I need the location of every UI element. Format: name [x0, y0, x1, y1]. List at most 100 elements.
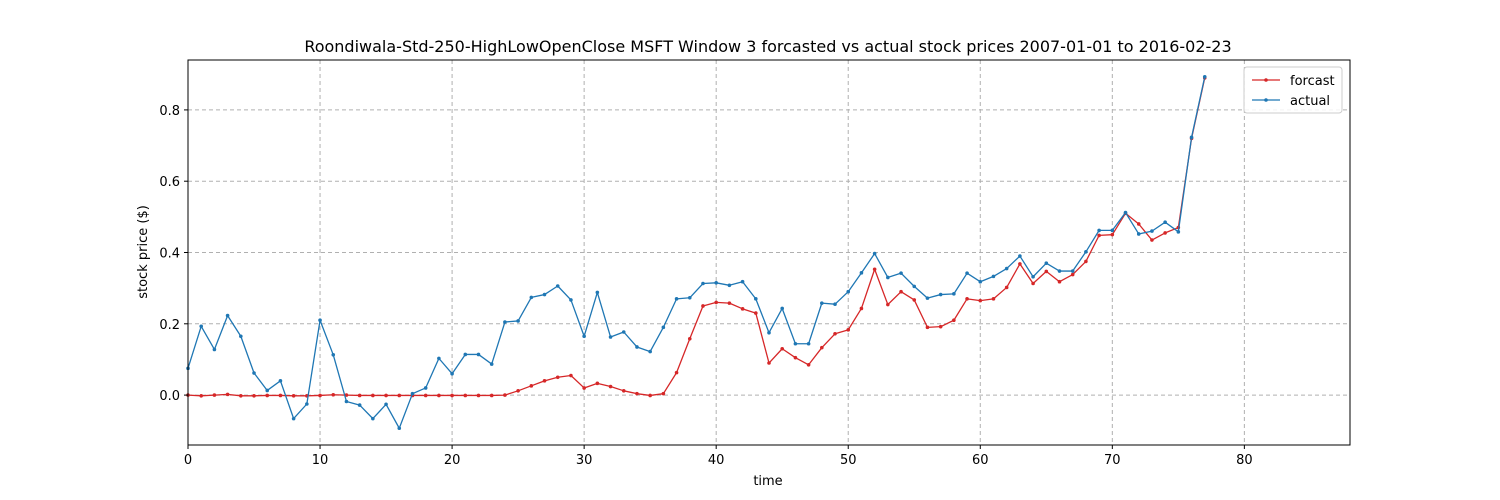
- data-point: [701, 304, 705, 308]
- data-point: [938, 292, 943, 297]
- data-point: [714, 281, 718, 285]
- data-point: [1084, 249, 1088, 254]
- data-point: [503, 393, 507, 397]
- data-point: [793, 355, 798, 360]
- data-point: [621, 389, 626, 393]
- data-point: [1097, 228, 1101, 233]
- data-point: [820, 345, 824, 350]
- data-point: [291, 394, 296, 398]
- data-point: [727, 283, 732, 288]
- data-point: [1110, 228, 1115, 233]
- data-point: [318, 393, 322, 398]
- data-point: [582, 386, 586, 390]
- data-point: [1150, 229, 1154, 233]
- series-forcast: [186, 76, 1207, 398]
- legend-marker: [1264, 78, 1268, 82]
- legend-box: [1243, 66, 1343, 114]
- data-point: [239, 334, 243, 339]
- data-point: [239, 394, 243, 398]
- data-point: [833, 331, 837, 336]
- x-tick-label: 20: [444, 453, 461, 468]
- x-axis-label: time: [753, 474, 782, 489]
- data-point: [767, 361, 771, 365]
- data-point: [1202, 74, 1207, 79]
- data-point: [1163, 231, 1167, 235]
- legend: forcast actual: [1243, 66, 1343, 114]
- data-point: [397, 393, 402, 398]
- data-point: [1018, 254, 1022, 258]
- data-point: [846, 328, 851, 332]
- y-tick-label: 0.0: [159, 389, 180, 404]
- data-point: [806, 362, 811, 367]
- legend-item: actual: [1252, 94, 1330, 109]
- x-tick-label: 40: [708, 453, 725, 468]
- data-point: [1097, 233, 1101, 238]
- x-tick-label: 0: [184, 453, 192, 468]
- data-point: [714, 300, 718, 305]
- data-point: [833, 302, 837, 306]
- data-point: [423, 393, 428, 398]
- data-point: [555, 284, 560, 288]
- x-tick-label: 10: [312, 453, 329, 468]
- y-tick-label: 0.2: [159, 318, 180, 333]
- data-point: [1031, 274, 1035, 279]
- data-point: [754, 311, 758, 315]
- data-point: [278, 393, 283, 398]
- data-point: [199, 394, 203, 398]
- data-point: [674, 297, 679, 301]
- data-point: [1070, 269, 1075, 273]
- x-tick-label: 80: [1236, 453, 1253, 468]
- data-point: [1163, 220, 1167, 224]
- data-point: [1070, 272, 1075, 277]
- data-point: [450, 371, 454, 376]
- data-point: [859, 271, 864, 275]
- data-point: [1136, 222, 1141, 226]
- data-point: [489, 362, 494, 366]
- data-point: [912, 298, 917, 302]
- y-tick-label: 0.6: [159, 175, 180, 190]
- x-tick-label: 50: [840, 453, 857, 468]
- data-point: [529, 384, 534, 388]
- legend-item: forcast: [1252, 74, 1335, 89]
- data-point: [463, 352, 468, 357]
- data-point: [384, 402, 388, 407]
- data-point: [780, 346, 784, 351]
- data-point: [331, 353, 336, 357]
- data-point: [437, 393, 441, 398]
- data-point: [806, 341, 811, 346]
- data-point: [608, 335, 613, 339]
- data-point: [476, 393, 481, 398]
- data-point: [595, 381, 600, 386]
- data-point: [648, 349, 652, 354]
- data-point: [1176, 230, 1181, 234]
- data-point: [952, 318, 956, 323]
- data-point: [1018, 262, 1022, 266]
- data-point: [542, 379, 547, 383]
- y-tick-label: 0.4: [159, 247, 180, 262]
- data-point: [476, 352, 481, 357]
- data-point: [767, 330, 771, 335]
- data-point: [344, 399, 349, 404]
- series-actual: [186, 74, 1207, 431]
- data-point: [780, 306, 784, 311]
- data-point: [278, 379, 283, 383]
- data-point: [859, 306, 864, 311]
- data-point: [212, 393, 217, 397]
- data-point: [410, 391, 415, 396]
- data-point: [1057, 279, 1062, 284]
- data-point: [661, 391, 666, 396]
- data-point: [516, 319, 520, 323]
- legend-label: forcast: [1290, 74, 1335, 89]
- data-point: [489, 393, 494, 398]
- data-point: [582, 334, 586, 339]
- data-point: [872, 267, 877, 272]
- data-point: [252, 371, 256, 375]
- data-point: [569, 298, 573, 302]
- data-point: [529, 295, 534, 300]
- data-point: [225, 392, 230, 397]
- data-point: [938, 324, 943, 329]
- data-point: [1123, 210, 1128, 215]
- data-point: [555, 375, 560, 380]
- data-point: [1044, 261, 1049, 265]
